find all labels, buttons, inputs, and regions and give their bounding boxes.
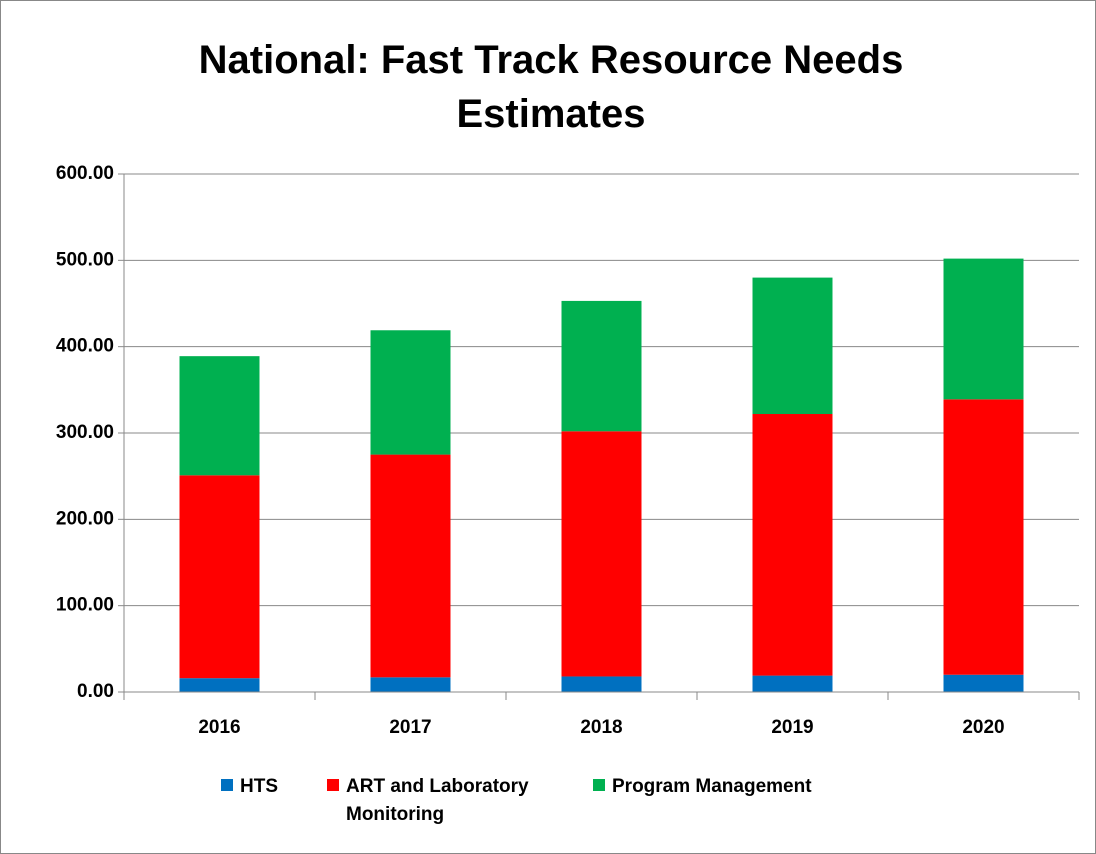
bar-segment <box>943 399 1024 675</box>
legend-swatch <box>327 779 339 791</box>
bar-segment <box>179 356 260 476</box>
y-tick-label: 500.00 <box>56 249 114 270</box>
bar-segment <box>370 454 451 678</box>
legend-item: ART and Laboratory Monitoring <box>327 773 567 829</box>
bar-segment <box>561 431 642 677</box>
bar-segment <box>752 277 833 415</box>
bar-segment <box>752 414 833 676</box>
legend-swatch <box>221 779 233 791</box>
x-tick-label: 2018 <box>580 717 622 738</box>
bar-segment <box>179 475 260 679</box>
x-tick-label: 2019 <box>771 717 813 738</box>
x-tick-label: 2017 <box>389 717 431 738</box>
bar-segment <box>561 676 642 692</box>
x-tick-label: 2020 <box>962 717 1004 738</box>
chart-title: National: Fast Track Resource Needs Esti… <box>198 38 904 136</box>
y-tick-label: 200.00 <box>56 508 114 529</box>
legend-item: Program Management <box>593 773 853 829</box>
bar-segment <box>943 674 1024 692</box>
bar-segment <box>370 330 451 455</box>
x-tick-label: 2016 <box>198 717 240 738</box>
legend-label: HTS <box>240 776 278 797</box>
y-tick-label: 400.00 <box>56 336 114 357</box>
y-tick-label: 300.00 <box>56 422 114 443</box>
legend: HTS ART and Laboratory Monitoring Program … <box>221 773 879 829</box>
y-tick-label: 100.00 <box>56 595 114 616</box>
legend-item: HTS <box>221 773 301 829</box>
bar-segment <box>752 675 833 692</box>
legend-label: ART and Laboratory Monitoring <box>346 776 529 825</box>
bar-segment <box>943 258 1024 400</box>
bar-segment <box>179 678 260 692</box>
y-tick-label: 600.00 <box>56 163 114 184</box>
legend-swatch <box>593 779 605 791</box>
bar-segment <box>370 677 451 692</box>
bar-segment <box>561 300 642 432</box>
y-tick-label: 0.00 <box>77 681 114 702</box>
legend-label: Program Management <box>612 776 812 797</box>
